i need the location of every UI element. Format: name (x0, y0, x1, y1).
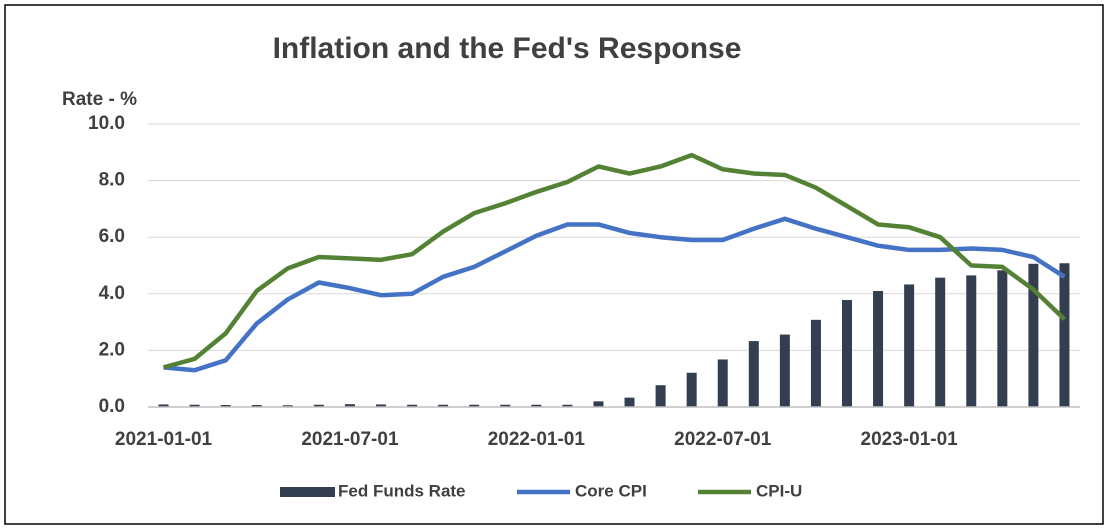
x-tick-label: 2022-07-01 (674, 429, 772, 450)
bar (1059, 263, 1070, 407)
x-tick-label: 2023-01-01 (861, 429, 959, 450)
bar (158, 404, 169, 407)
x-tick-label: 2022-01-01 (488, 429, 586, 450)
legend-label: CPI-U (756, 481, 802, 500)
bar (562, 404, 573, 407)
y-tick-label: 6.0 (99, 226, 125, 247)
y-tick-label: 4.0 (99, 283, 125, 304)
y-axis-label: Rate - % (62, 89, 137, 110)
y-tick-label: 8.0 (99, 170, 125, 191)
chart-border (4, 4, 1104, 525)
bar (655, 385, 666, 407)
bar (189, 404, 200, 407)
bar (748, 341, 759, 407)
bar (1028, 263, 1039, 407)
bar (904, 284, 915, 407)
bar (717, 359, 728, 407)
bar (842, 300, 852, 407)
bar (624, 397, 635, 407)
bar (531, 404, 542, 407)
bar (779, 334, 790, 407)
x-tick-label: 2021-07-01 (301, 429, 399, 450)
bar (997, 270, 1008, 407)
bar (966, 275, 977, 407)
legend-label: Fed Funds Rate (338, 481, 466, 500)
bar (500, 404, 511, 407)
bar (873, 290, 884, 407)
line (162, 152, 1067, 370)
legend-swatch (280, 487, 335, 497)
bar (344, 404, 355, 407)
bar (686, 372, 697, 407)
chart-title: Inflation and the Fed's Response (273, 32, 742, 65)
y-tick-label: 2.0 (99, 339, 125, 360)
bar (376, 404, 386, 407)
bar (935, 277, 946, 407)
line (163, 216, 1066, 373)
y-tick-label: 10.0 (88, 113, 125, 134)
bar (220, 405, 231, 407)
bar (810, 319, 821, 407)
legend-label: Core CPI (575, 481, 647, 500)
bar (282, 405, 293, 407)
bar (469, 404, 480, 407)
y-tick-label: 0.0 (99, 396, 125, 417)
bar (438, 404, 449, 407)
bar (313, 404, 324, 407)
bar (251, 405, 262, 407)
x-tick-label: 2021-01-01 (115, 429, 213, 450)
bar (593, 401, 604, 407)
bar (407, 404, 418, 407)
